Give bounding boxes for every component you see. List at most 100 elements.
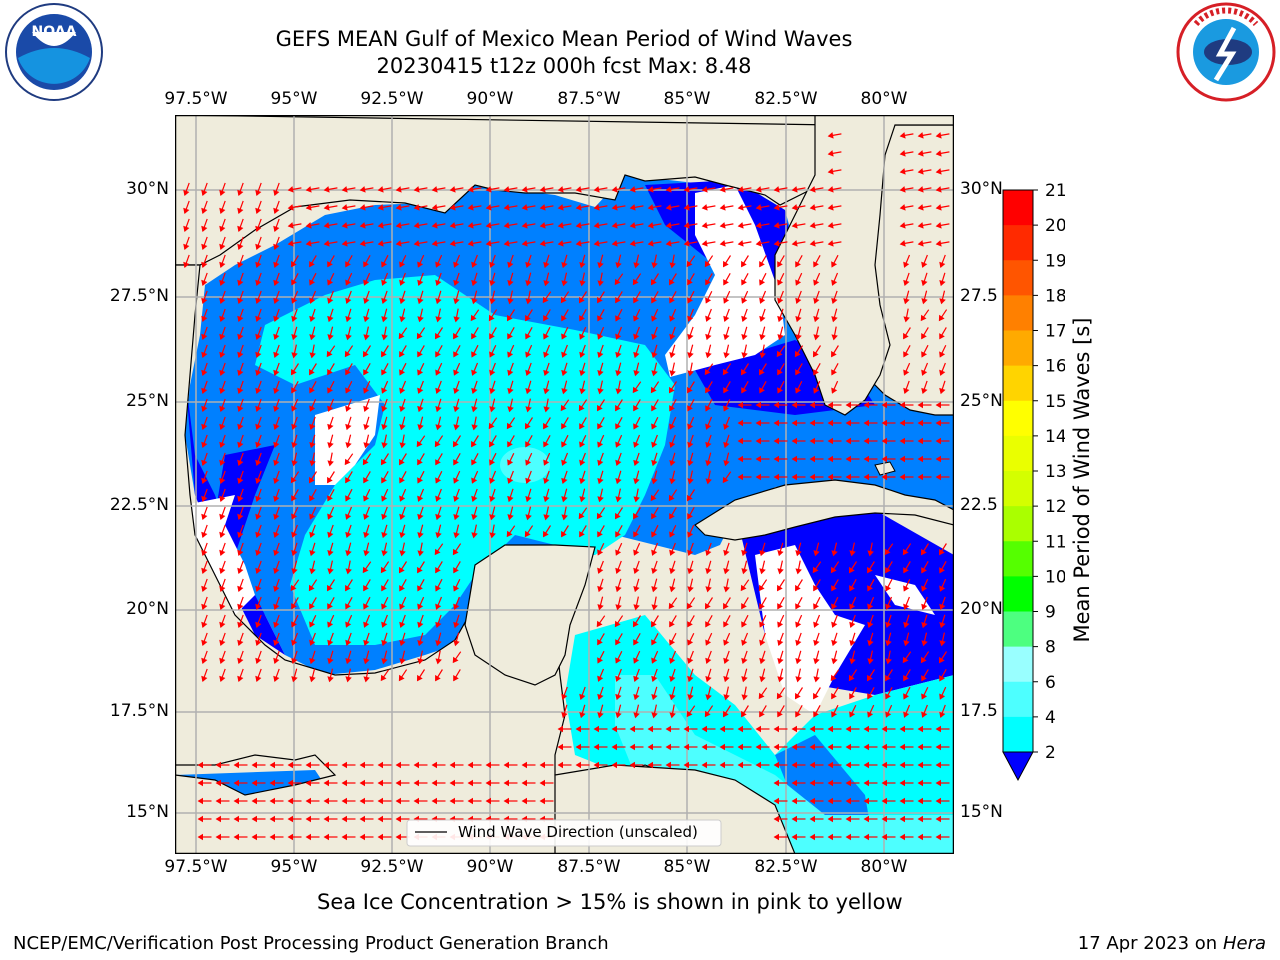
wind-wave-arrowhead [507, 351, 514, 358]
wind-wave-arrowhead [741, 639, 748, 646]
wind-wave-arrowhead [233, 797, 239, 805]
wind-wave-arrowhead [827, 240, 834, 247]
wind-wave-arrowhead [449, 186, 456, 193]
wind-wave-arrowhead [705, 333, 712, 341]
colorbar-band [1003, 576, 1033, 612]
wind-wave-arrowhead [431, 204, 438, 211]
wind-wave-arrowhead [341, 779, 347, 787]
wind-wave-arrowhead [251, 779, 257, 787]
wind-wave-arrowhead [489, 441, 495, 448]
wind-wave-arrowhead [669, 586, 676, 593]
wind-wave-arrowhead [453, 513, 460, 521]
wind-wave-arrowhead [467, 204, 474, 211]
chart-title: GEFS MEAN Gulf of Mexico Mean Period of … [275, 27, 853, 51]
nws-logo [1176, 2, 1276, 102]
wind-wave-arrowhead [795, 387, 802, 394]
wind-wave-arrowhead [489, 406, 496, 413]
wind-wave-arrowhead [669, 405, 675, 412]
wind-wave-arrowhead [597, 585, 604, 593]
wind-wave-arrowhead [935, 204, 942, 211]
wind-wave-arrowhead [201, 477, 208, 485]
wind-wave-arrowhead [885, 567, 891, 574]
wind-wave-arrowhead [687, 621, 693, 628]
wind-wave-arrowhead [215, 779, 221, 787]
wind-wave-arrowhead [453, 261, 460, 268]
missing-caymans [755, 545, 865, 715]
lat-tick-right-1: 27.5 [960, 286, 998, 306]
wind-wave-arrowhead [255, 513, 262, 521]
wind-wave-arrowhead [755, 222, 762, 229]
wind-wave-arrowhead [345, 513, 352, 520]
wind-wave-arrowhead [489, 369, 496, 376]
wind-wave-arrowhead [633, 693, 640, 701]
wind-wave-arrowhead [741, 568, 748, 575]
wind-wave-arrowhead [237, 333, 244, 341]
wind-wave-arrowhead [737, 401, 743, 409]
wind-wave-arrowhead [255, 459, 262, 467]
wind-wave-arrowhead [557, 222, 564, 229]
wind-wave-arrowhead [305, 833, 311, 841]
wind-wave-arrowhead [705, 567, 712, 575]
wind-wave-arrowhead [201, 513, 208, 521]
wind-wave-arrowhead [363, 477, 369, 484]
wind-wave-arrowhead [381, 350, 387, 358]
wind-wave-arrowhead [831, 387, 838, 394]
wind-wave-arrowhead [813, 550, 820, 557]
lon-tick-top-1: 95°W [270, 89, 318, 109]
wind-wave-arrowhead [812, 350, 819, 358]
wind-wave-arrowhead [453, 477, 460, 484]
wind-wave-arrowhead [669, 297, 675, 304]
wind-wave-arrowhead [219, 657, 226, 665]
wind-wave-arrowhead [773, 473, 779, 481]
wind-wave-arrowhead [614, 620, 621, 628]
wind-wave-arrowhead [633, 657, 640, 664]
wind-wave-arrowhead [201, 315, 208, 323]
wind-wave-arrowhead [791, 473, 797, 481]
wind-wave-arrowhead [809, 240, 816, 247]
wind-wave-arrowhead [881, 815, 887, 823]
wind-wave-arrowhead [395, 779, 401, 787]
wind-wave-arrowhead [863, 401, 869, 409]
wind-wave-arrowhead [813, 603, 820, 610]
wind-wave-arrowhead [633, 604, 640, 611]
wind-wave-arrowhead [327, 442, 334, 449]
wind-wave-arrowhead [668, 494, 675, 502]
wind-wave-arrowhead [795, 369, 801, 376]
wind-wave-arrowhead [633, 567, 640, 575]
wind-wave-arrowhead [705, 549, 712, 557]
wind-wave-arrowhead [237, 261, 244, 269]
wind-wave-arrowhead [722, 710, 729, 718]
wind-wave-arrowhead [741, 603, 747, 610]
wind-wave-arrowhead [255, 405, 262, 413]
wind-wave-arrowhead [413, 761, 419, 769]
wind-wave-arrowhead [237, 675, 244, 683]
wind-wave-arrowhead [650, 278, 657, 286]
wind-wave-arrowhead [723, 549, 730, 557]
wind-wave-arrowhead [341, 761, 347, 769]
wind-wave-arrowhead [597, 369, 604, 377]
wind-wave-arrowhead [629, 743, 635, 751]
wind-wave-arrowhead [938, 314, 945, 322]
wind-wave-arrowhead [503, 204, 510, 211]
wind-wave-arrowhead [903, 351, 909, 358]
wind-wave-arrowhead [449, 797, 455, 805]
wind-wave-arrowhead [578, 296, 585, 304]
wind-wave-arrowhead [255, 477, 262, 485]
wind-wave-arrowhead [669, 712, 676, 719]
wind-wave-arrowhead [737, 186, 744, 193]
wind-wave-arrowhead [773, 761, 779, 769]
wind-wave-arrowhead [809, 204, 816, 211]
wind-wave-arrowhead [845, 455, 851, 463]
wind-wave-arrowhead [251, 761, 257, 769]
wind-wave-arrowhead [615, 639, 621, 646]
wind-wave-arrowhead [255, 621, 262, 629]
wind-wave-arrowhead [759, 676, 766, 683]
wind-wave-arrowhead [597, 657, 604, 664]
wind-wave-arrowhead [903, 279, 910, 287]
wind-wave-arrowhead [251, 815, 257, 823]
wind-wave-arrowhead [377, 240, 384, 247]
wind-wave-arrowhead [795, 639, 802, 647]
wind-wave-arrowhead [453, 675, 459, 682]
wind-wave-arrowhead [575, 743, 581, 751]
wind-wave-arrowhead [345, 568, 352, 575]
